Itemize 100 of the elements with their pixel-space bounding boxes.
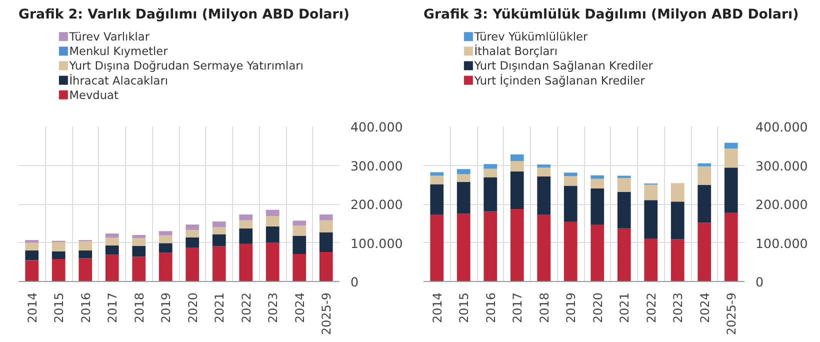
bar xyxy=(537,176,551,214)
x-tick-label: 2021 xyxy=(618,292,632,324)
legend-label: Mevduat xyxy=(69,88,119,102)
bar xyxy=(132,235,146,238)
x-tick-label: 2018 xyxy=(537,292,552,324)
bar xyxy=(78,250,92,258)
legend-label: Türev Varlıklar xyxy=(68,30,150,44)
bar xyxy=(212,227,226,234)
bar xyxy=(430,214,444,282)
bar xyxy=(52,242,66,252)
bar xyxy=(564,172,578,176)
bar xyxy=(266,242,280,282)
chart-title: Grafik 3: Yükümlülük Dağılımı (Milyon ABD Doları) xyxy=(424,8,799,22)
legend-label: İthalat Borçları xyxy=(474,44,558,58)
chart-title: Grafik 2: Varlık Dağılımı (Milyon ABD Doları) xyxy=(18,8,350,22)
bar xyxy=(617,178,631,192)
bar xyxy=(186,248,200,282)
bar xyxy=(158,243,172,253)
legend-label: Yurt Dışından Sağlanan Krediler xyxy=(473,58,654,73)
bar xyxy=(617,228,631,282)
bar xyxy=(537,168,551,176)
bar xyxy=(456,174,470,182)
legend-label: İhracat Alacakları xyxy=(69,73,168,88)
y-tick-label: 300.000 xyxy=(350,158,403,174)
bar xyxy=(456,169,470,174)
bar xyxy=(239,244,253,282)
bar xyxy=(724,168,738,213)
bar xyxy=(644,200,658,238)
bar xyxy=(698,222,712,282)
x-tick-label: 2019 xyxy=(564,292,578,324)
bar xyxy=(212,246,226,282)
bar xyxy=(670,183,684,202)
bar xyxy=(537,164,551,168)
bar xyxy=(724,148,738,168)
bar xyxy=(292,220,306,226)
x-tick-label: 2025-9 xyxy=(724,292,739,336)
bar xyxy=(25,242,39,250)
bar xyxy=(430,176,444,184)
bar xyxy=(266,216,280,226)
bar xyxy=(698,163,712,166)
x-tick-label: 2015 xyxy=(52,292,66,324)
bar xyxy=(52,251,66,260)
bar xyxy=(698,185,712,223)
bar xyxy=(105,238,119,246)
bar xyxy=(239,228,253,244)
bar xyxy=(510,154,524,161)
x-tick-label: 2014 xyxy=(430,292,444,324)
bar xyxy=(724,142,738,149)
x-tick-label: 2019 xyxy=(159,292,174,324)
bar xyxy=(698,166,712,186)
y-tick-label: 0 xyxy=(350,274,359,290)
x-tick-label: 2023 xyxy=(266,292,280,324)
y-tick-label: 400.000 xyxy=(756,120,808,134)
bar xyxy=(186,237,200,248)
x-tick-label: 2017 xyxy=(510,292,525,324)
bar xyxy=(239,214,253,220)
y-tick-label: 100.000 xyxy=(350,236,403,251)
x-tick-label: 2024 xyxy=(698,292,712,324)
x-tick-label: 2018 xyxy=(132,292,146,324)
legend-label: Yurt Dışına Doğrudan Sermaye Yatırımları xyxy=(68,58,304,73)
bar xyxy=(158,235,172,244)
bar xyxy=(132,238,146,246)
bar xyxy=(590,178,604,188)
bar xyxy=(430,184,444,214)
bar xyxy=(52,259,66,282)
bar xyxy=(724,212,738,282)
bar xyxy=(25,260,39,282)
bar xyxy=(617,192,631,228)
y-tick-label: 200.000 xyxy=(350,197,403,212)
bar xyxy=(564,176,578,186)
bar xyxy=(319,220,333,232)
bar xyxy=(484,211,498,282)
bar xyxy=(158,231,172,236)
x-tick-label: 2020 xyxy=(590,292,605,324)
x-tick-label: 2022 xyxy=(644,292,658,324)
bar xyxy=(644,184,658,200)
bar xyxy=(319,252,333,282)
bar xyxy=(510,160,524,172)
bar xyxy=(158,252,172,282)
bar xyxy=(105,233,119,238)
legend-label: Menkul Kıymetler xyxy=(69,44,168,58)
bar xyxy=(186,230,200,238)
bar xyxy=(319,214,333,220)
bar xyxy=(78,241,92,250)
bar xyxy=(292,236,306,254)
bar xyxy=(670,202,684,240)
bar xyxy=(239,220,253,228)
bar xyxy=(212,234,226,246)
bar xyxy=(456,214,470,282)
bar xyxy=(430,172,444,176)
bar xyxy=(670,239,684,282)
x-tick-label: 2022 xyxy=(239,292,254,324)
bar xyxy=(590,175,604,179)
bar xyxy=(105,245,119,255)
bar xyxy=(78,258,92,282)
x-tick-label: 2025-9 xyxy=(320,292,334,336)
y-tick-label: 0 xyxy=(756,274,764,290)
bar xyxy=(292,254,306,282)
bar xyxy=(25,250,39,260)
bar xyxy=(212,221,226,228)
